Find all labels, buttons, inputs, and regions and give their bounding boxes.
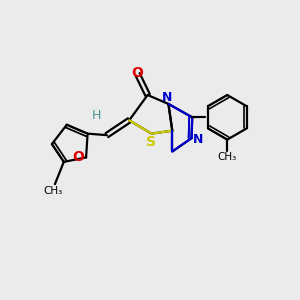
Text: CH₃: CH₃ — [44, 186, 63, 196]
Text: O: O — [73, 150, 85, 164]
Text: N: N — [162, 91, 172, 104]
Text: H: H — [92, 109, 101, 122]
Text: O: O — [132, 66, 143, 80]
Text: S: S — [146, 135, 157, 149]
Text: CH₃: CH₃ — [218, 152, 237, 162]
Text: N: N — [193, 133, 203, 146]
